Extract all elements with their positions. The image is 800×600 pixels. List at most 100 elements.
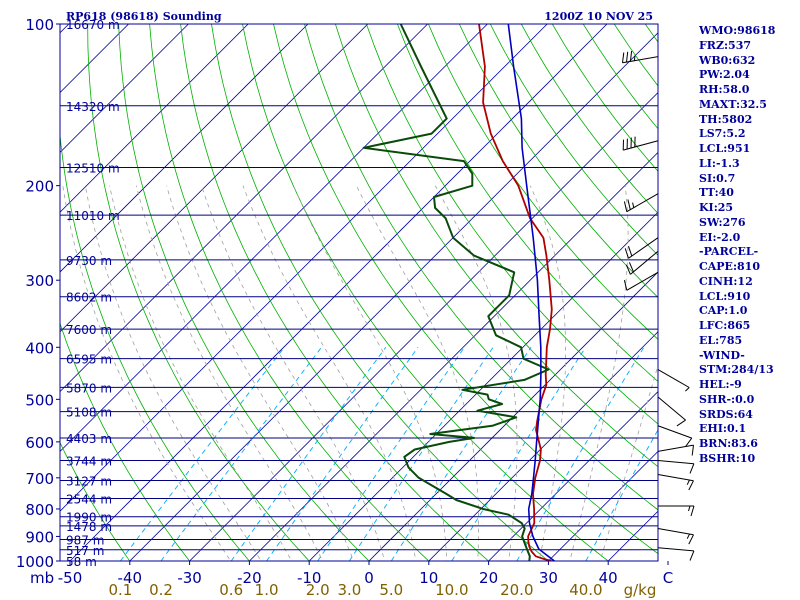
mixing-ratio-line	[349, 347, 494, 561]
moist-adiabat-line	[434, 185, 518, 561]
mixing-ratio-label: 0.2	[149, 581, 173, 599]
isotherm-line	[60, 24, 309, 273]
mixing-ratio-label: 0.6	[219, 581, 243, 599]
wind-barb	[657, 396, 686, 427]
wind-barb	[657, 460, 695, 474]
wind-barb	[623, 271, 659, 291]
index-item: EL:785	[699, 333, 743, 347]
mixing-ratio-label: 3.0	[337, 581, 361, 599]
mixing-ratio-line	[516, 347, 645, 561]
height-label: 2544 m	[66, 493, 112, 507]
index-item: SI:0.7	[699, 171, 736, 185]
dry-adiabat-line	[769, 24, 800, 572]
height-label: 987 m	[66, 534, 104, 548]
pressure-label: 400	[25, 339, 54, 357]
isotherm-line	[60, 24, 428, 393]
isotherm-line	[69, 24, 608, 561]
index-item: LI:-1.3	[699, 156, 740, 170]
wind-barb	[657, 473, 694, 491]
mixing-ratio-line	[317, 347, 465, 561]
moist-adiabat-line	[109, 185, 293, 561]
pressure-label: 700	[25, 470, 54, 488]
index-item: -WIND-	[699, 348, 745, 362]
temperature-label: -40	[118, 569, 143, 587]
isotherm-line	[488, 391, 658, 561]
index-item: CAPE:810	[699, 260, 760, 273]
mixing-ratio-unit: g/kg	[624, 581, 657, 599]
mixing-ratio-line	[160, 347, 322, 561]
dry-adiabat-line	[489, 24, 658, 256]
dry-adiabat-line	[60, 322, 191, 561]
dry-adiabat-line	[87, 24, 310, 561]
axis-labels: 0.1 0.2 0.6 1.0 2.0 3.0 5.0 10.0 20.0 40.0 g/kg 166…	[16, 16, 673, 599]
dry-adiabat-line	[149, 24, 430, 561]
pressure-label: 600	[25, 434, 54, 452]
dewpoint-profile	[362, 24, 550, 561]
isotherm-line	[129, 32, 658, 561]
height-label: 3127 m	[66, 475, 112, 489]
moist-adiabat-line	[569, 185, 629, 561]
isotherm-line	[60, 24, 488, 452]
dry-adiabat-line	[366, 24, 658, 425]
wind-barb	[657, 547, 695, 561]
index-item: TH:5802	[699, 112, 753, 126]
index-item: BRN:83.6	[699, 437, 758, 450]
dry-adiabat-line	[458, 24, 658, 298]
isotherm-line	[189, 92, 658, 561]
wind-barb	[657, 369, 690, 392]
index-item: TT:40	[699, 186, 734, 200]
index-item: STM:284/13	[699, 363, 774, 377]
isotherm-line	[60, 24, 249, 213]
wind-barb	[623, 193, 659, 213]
index-item: SW:276	[699, 215, 746, 229]
mixing-ratio-line	[230, 347, 387, 561]
sounding-time: 1200Z 10 NOV 25	[544, 10, 653, 23]
moist-adiabat-line	[201, 185, 386, 561]
pressure-label: 200	[25, 178, 54, 196]
isotherm-line	[60, 24, 369, 333]
wind-barb	[657, 425, 693, 447]
height-label: 1990 m	[66, 511, 112, 525]
index-item: RH:58.0	[699, 83, 750, 96]
plot-frame	[59, 23, 659, 562]
height-label: 12510 m	[66, 162, 120, 176]
mixing-ratio-label: 2.0	[306, 581, 330, 599]
height-label: 7600 m	[66, 323, 112, 337]
index-item: LFC:865	[699, 319, 751, 332]
wind-barb	[622, 136, 659, 151]
temperature-label: -10	[297, 569, 322, 587]
index-item: HEL:-9	[699, 378, 742, 391]
moist-adiabat-line	[242, 185, 417, 561]
wind-barb	[625, 250, 659, 275]
wind-barb	[624, 237, 659, 259]
dry-adiabat-line	[60, 441, 131, 561]
isotherm-line	[249, 151, 658, 561]
moist-adiabat-line	[356, 185, 479, 561]
moist-adiabat-line	[62, 185, 232, 561]
temperature-label: -50	[58, 569, 83, 587]
temperature-label: 40	[599, 569, 618, 587]
moist-adiabat-line	[529, 185, 566, 561]
isotherm-line	[368, 271, 658, 561]
height-label: 3744 m	[66, 455, 112, 469]
dry-adiabat-line	[273, 24, 658, 555]
height-label: 58 m	[66, 555, 97, 569]
isotherm-line	[60, 24, 548, 512]
temperature-label: 30	[539, 569, 558, 587]
index-item: LCL:951	[699, 142, 751, 155]
isotherm-line	[308, 211, 658, 561]
pressure-label: 800	[25, 501, 54, 519]
moist-adiabat-line	[135, 185, 323, 561]
height-label: 5108 m	[66, 406, 112, 420]
isotherm-line	[428, 331, 658, 561]
moist-adiabat-line	[599, 363, 658, 561]
index-item: EI:-2.0	[699, 230, 741, 244]
dry-adiabat-line	[118, 24, 370, 561]
index-item: KI:25	[699, 201, 734, 214]
dry-adiabat-line	[304, 24, 658, 511]
wind-barb	[657, 505, 695, 517]
background-lines	[60, 24, 800, 572]
dry-adiabat-line	[428, 24, 658, 340]
height-label: 4403 m	[66, 432, 112, 446]
